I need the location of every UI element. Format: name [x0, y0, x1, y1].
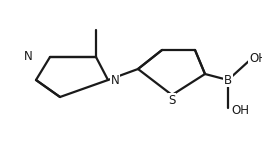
Text: OH: OH	[231, 103, 249, 117]
Text: N: N	[24, 51, 32, 63]
Text: N: N	[111, 74, 119, 87]
Text: S: S	[168, 93, 176, 106]
Text: B: B	[224, 74, 232, 87]
Text: OH: OH	[249, 51, 262, 64]
